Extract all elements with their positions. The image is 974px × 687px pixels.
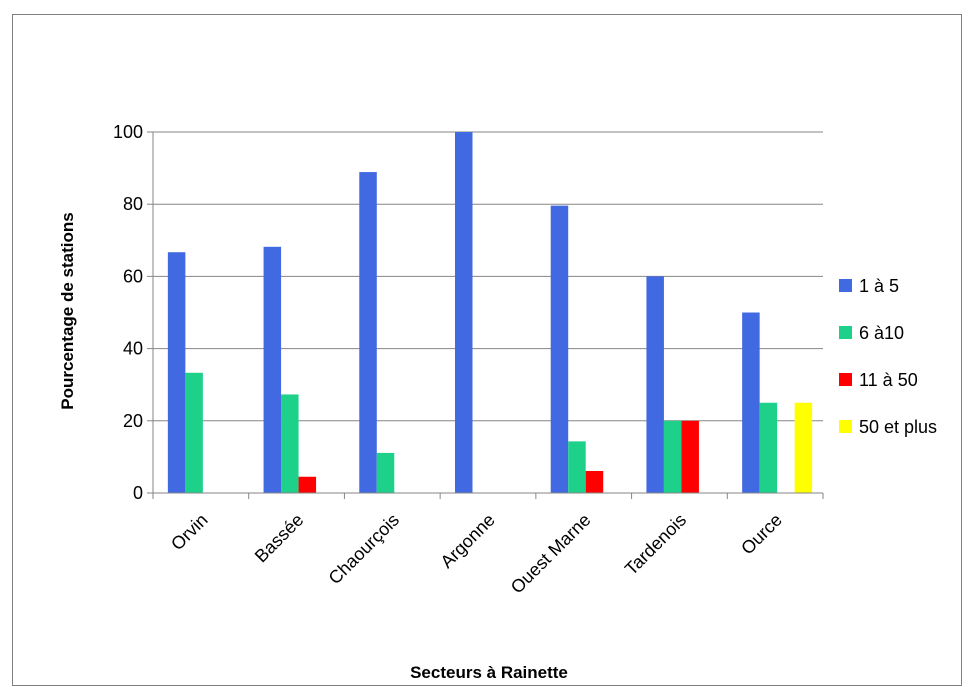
legend-label: 11 à 50: [859, 370, 918, 390]
legend-swatch: [839, 420, 852, 433]
y-axis-title: Pourcentage de stations: [58, 212, 77, 409]
y-tick-label: 0: [133, 483, 143, 503]
bar-chart: 0 20 40 60 80 100 Orvin Bassée Chaourçois Argonne…: [58, 122, 937, 682]
x-axis-title: Secteurs à Rainette: [410, 663, 568, 682]
bar-bass-e-series-2: [298, 476, 317, 493]
y-tick-label: 100: [113, 122, 143, 142]
x-tick-label: Ource: [737, 510, 786, 559]
bars: [167, 132, 813, 494]
legend-label: 6 à10: [859, 323, 904, 343]
x-tick-label: Chaourçois: [325, 510, 404, 589]
x-tick-label: Tardenois: [621, 510, 690, 579]
gridlines: [153, 131, 823, 422]
bar-tardenois-series-0: [646, 276, 664, 493]
bar-bass-e-series-0: [263, 246, 282, 493]
y-tick-label: 60: [123, 266, 143, 286]
bar-ource-series-1: [759, 402, 778, 493]
bar-ouest-marne-series-0: [550, 205, 569, 494]
bar-ouest-marne-series-2: [585, 470, 604, 493]
bar-orvin-series-0: [167, 252, 186, 493]
chart-frame: 0 20 40 60 80 100 Orvin Bassée Chaourçois Argonne…: [12, 14, 962, 686]
x-tick-label: Bassée: [251, 510, 308, 567]
y-tick-label: 20: [123, 411, 143, 431]
legend-label: 1 à 5: [859, 276, 899, 296]
x-tick-label: Orvin: [167, 510, 212, 555]
x-tick-label: Argonne: [437, 510, 499, 572]
bar-ource-series-3: [794, 402, 813, 493]
bar-argonne-series-0: [455, 132, 473, 493]
legend-swatch: [839, 279, 852, 292]
bar-orvin-series-1: [185, 372, 203, 493]
legend-swatch: [839, 373, 852, 386]
bar-chaour-ois-series-0: [359, 172, 377, 494]
legend: 1 à 5 6 à10 11 à 50 50 et plus: [839, 276, 937, 437]
legend-swatch: [839, 326, 852, 339]
bar-tardenois-series-2: [681, 420, 699, 493]
bar-bass-e-series-1: [281, 394, 299, 493]
bar-ouest-marne-series-1: [568, 441, 586, 493]
y-tick-label: 80: [123, 194, 143, 214]
y-tick-label: 40: [123, 339, 143, 359]
legend-label: 50 et plus: [859, 417, 937, 437]
x-tick-label: Ouest Marne: [507, 510, 595, 598]
bar-ource-series-0: [742, 312, 760, 493]
bar-tardenois-series-1: [663, 420, 682, 493]
bar-chaour-ois-series-1: [376, 452, 395, 493]
